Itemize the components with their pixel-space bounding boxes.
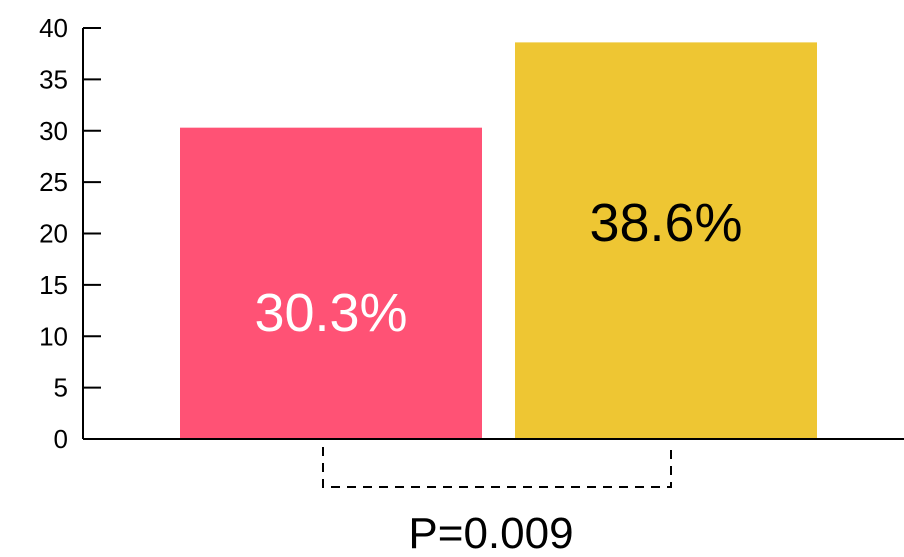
y-axis: 0 5 10 15 20 25 30 35 40 [39, 13, 101, 454]
y-tick-label: 30 [39, 116, 68, 146]
significance-bracket [322, 447, 672, 488]
y-tick-label: 0 [54, 424, 68, 454]
y-tick-label: 5 [54, 373, 68, 403]
p-value-label: P=0.009 [408, 509, 573, 557]
y-tick-label: 10 [39, 321, 68, 351]
bar-data-labels: 30.3% 38.6% [254, 193, 742, 343]
bar-1 [180, 127, 482, 439]
y-tick-label: 20 [39, 219, 68, 249]
y-tick-label: 25 [39, 167, 68, 197]
bar-2-value-label: 38.6% [589, 193, 742, 253]
y-tick-label: 35 [39, 64, 68, 94]
y-tick-label: 15 [39, 270, 68, 300]
bar-1-value-label: 30.3% [254, 283, 407, 343]
y-tick-label: 40 [39, 13, 68, 43]
bar-2 [515, 42, 817, 439]
bars [180, 42, 817, 439]
